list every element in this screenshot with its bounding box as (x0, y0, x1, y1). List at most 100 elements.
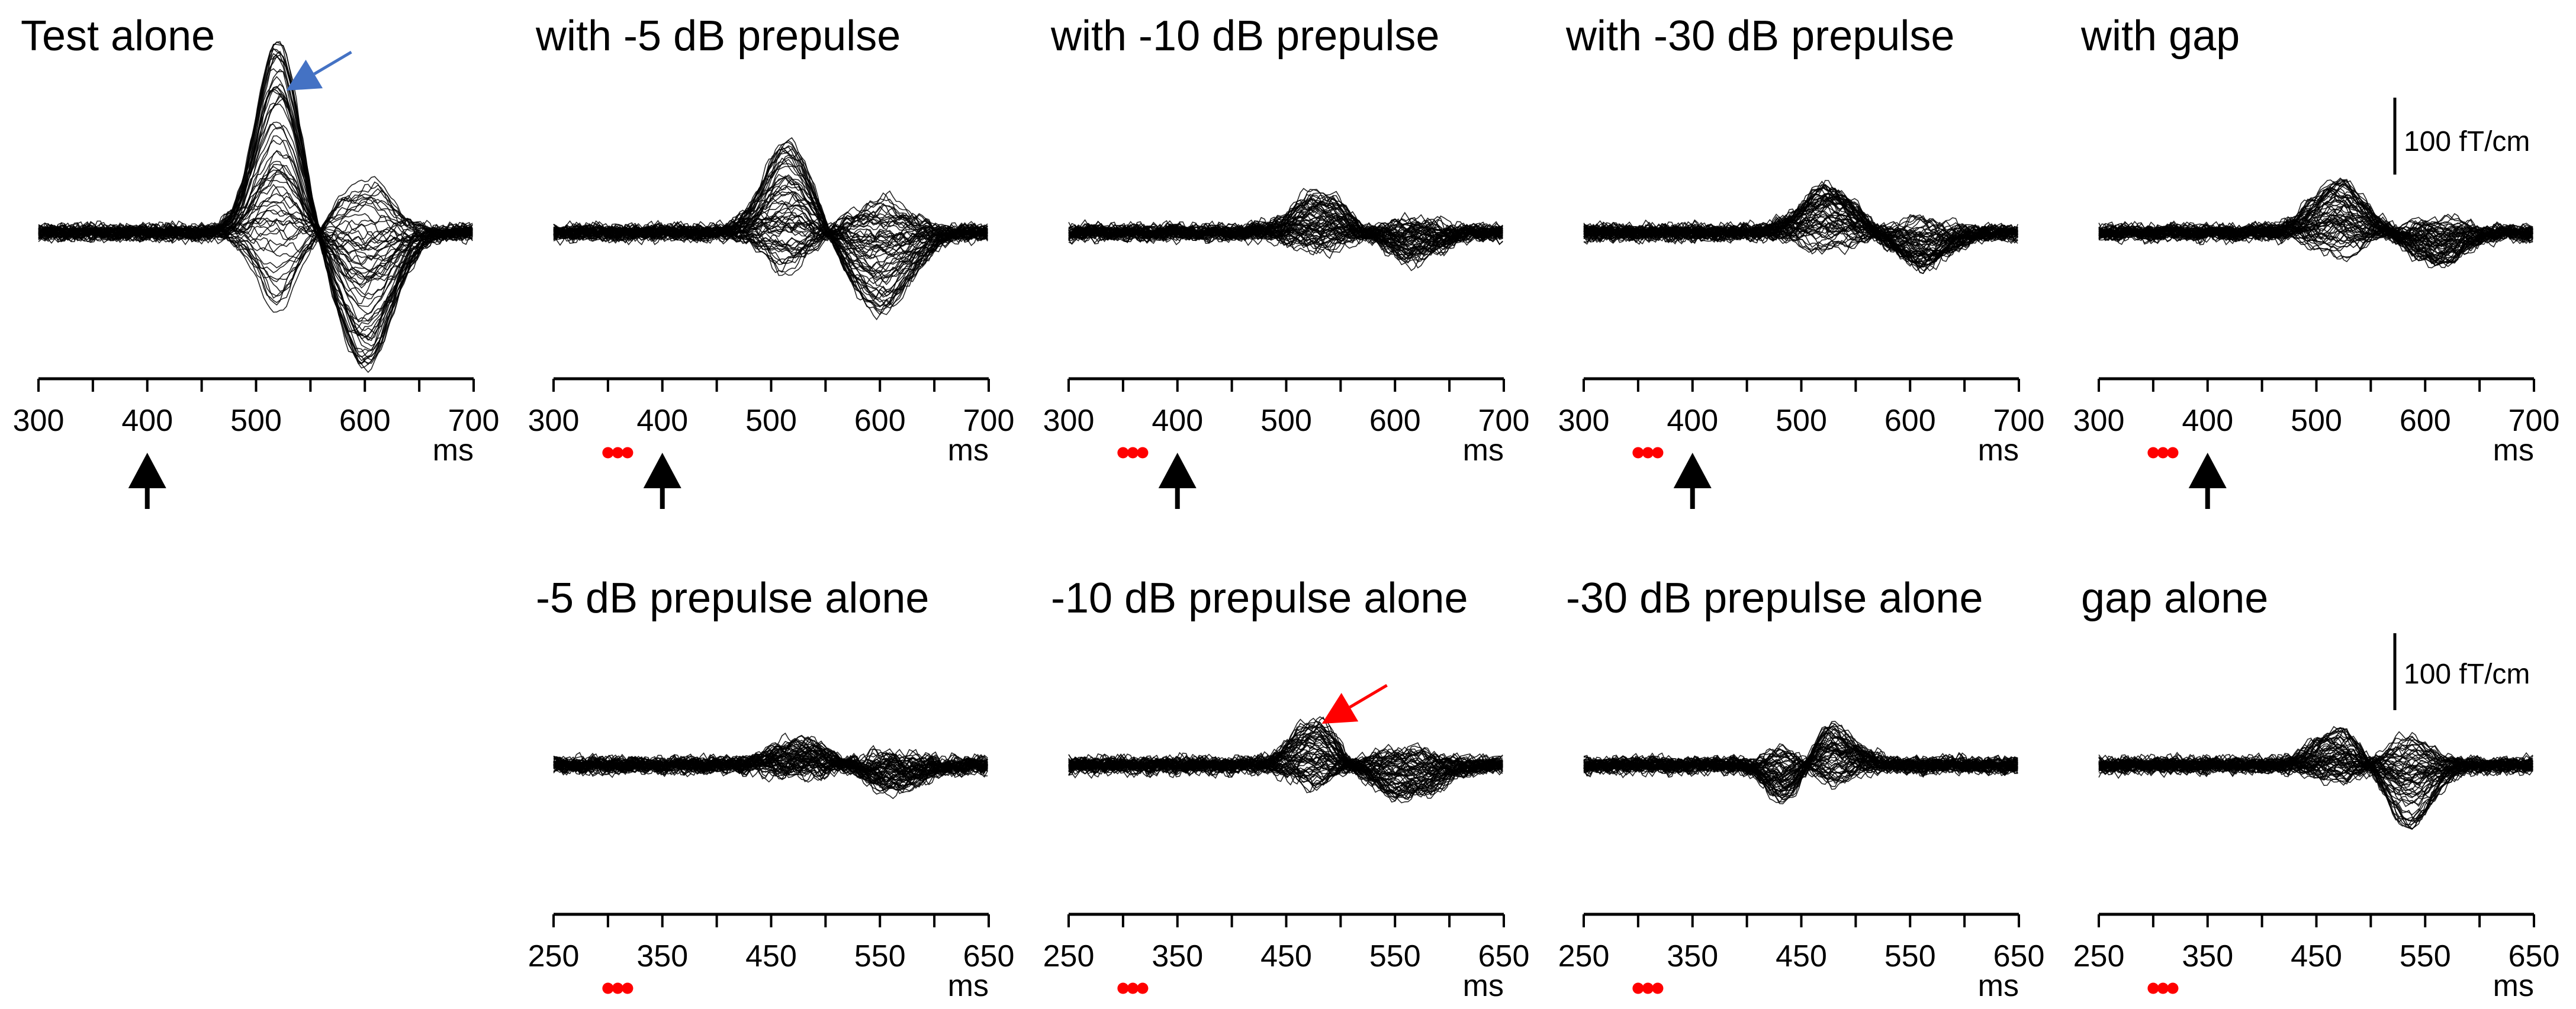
x-tick-label: 300 (1558, 404, 1610, 438)
prepulse-dot (602, 447, 614, 459)
x-tick-label: 600 (1369, 404, 1421, 438)
x-tick-label: 350 (1667, 939, 1718, 973)
trace-line (2098, 756, 2533, 775)
prepulse-dot (612, 982, 623, 994)
trace-line (553, 748, 988, 781)
x-tick-label: 450 (1776, 939, 1827, 973)
trace-line (38, 217, 473, 251)
x-tick-label: 350 (636, 939, 688, 973)
panel-title: with -30 dB prepulse (1565, 12, 1954, 60)
trace-line (1583, 214, 2018, 247)
trace-line (553, 752, 988, 781)
x-tick-label: 700 (963, 404, 1015, 438)
x-tick-label: 500 (1776, 404, 1827, 438)
prepulse-dot (2147, 447, 2159, 459)
prepulse-dot (2167, 982, 2179, 994)
x-tick-label: 550 (1884, 939, 1936, 973)
trace-line (1068, 748, 1503, 785)
trace-line (1068, 744, 1503, 786)
trace-line (1068, 750, 1503, 778)
trace-line (1068, 224, 1503, 240)
trace-line (1068, 212, 1503, 246)
x-tick-label: 700 (1478, 404, 1530, 438)
trace-line (1068, 716, 1503, 798)
trace-line (38, 139, 473, 304)
trace-line (553, 200, 988, 269)
trace-line (553, 752, 988, 780)
trace-line (1583, 748, 2018, 783)
panel-title: -5 dB prepulse alone (536, 575, 929, 622)
scale-bar-bottom: 100 fT/cm (2393, 633, 2530, 710)
test-stimulus-arrow-head (128, 453, 166, 488)
x-tick-label: 250 (528, 939, 580, 973)
x-unit-label: ms (1978, 433, 2019, 468)
panel-title: with -10 dB prepulse (1050, 12, 1439, 60)
x-tick-label: 700 (1993, 404, 2045, 438)
trace-line (1583, 749, 2018, 784)
annotation-arrow-head (1321, 692, 1359, 724)
trace-line (2098, 728, 2533, 830)
prepulse-dot (1137, 982, 1149, 994)
trace-group (553, 137, 988, 321)
test-stimulus-arrow-head (1673, 453, 1712, 488)
panel-title: Test alone (21, 12, 215, 60)
trace-line (2098, 736, 2533, 807)
test-stimulus-arrow-head (1158, 453, 1197, 488)
prepulse-dot (2157, 447, 2169, 459)
x-tick-label: 500 (1260, 404, 1312, 438)
panel-title: -10 dB prepulse alone (1051, 575, 1468, 622)
x-tick-label: 300 (528, 404, 580, 438)
x-tick-label: 400 (636, 404, 688, 438)
test-stimulus-arrow-head (2188, 453, 2227, 488)
trace-line (553, 173, 988, 285)
x-tick-label: 650 (1478, 939, 1530, 973)
trace-line (2098, 202, 2533, 255)
trace-line (1068, 224, 1503, 242)
prepulse-dot (2157, 982, 2169, 994)
trace-line (38, 199, 473, 282)
trace-line (553, 159, 988, 298)
x-unit-label: ms (948, 969, 989, 1003)
x-tick-label: 700 (448, 404, 500, 438)
x-unit-label: ms (1463, 969, 1504, 1003)
x-tick-label: 500 (2291, 404, 2342, 438)
x-tick-label: 400 (121, 404, 173, 438)
trace-group (1583, 720, 2018, 805)
trace-line (2098, 737, 2533, 804)
prepulse-dot (2167, 447, 2179, 459)
trace-line (38, 53, 473, 362)
x-tick-label: 650 (963, 939, 1015, 973)
trace-line (1583, 732, 2018, 792)
trace-line (1583, 213, 2018, 250)
x-tick-label: 550 (2400, 939, 2451, 973)
prepulse-dot (612, 447, 623, 459)
trace-group (1583, 180, 2018, 275)
trace-line (553, 205, 988, 264)
trace-line (553, 217, 988, 246)
prepulse-dot (1127, 982, 1139, 994)
x-tick-label: 250 (2073, 939, 2125, 973)
trace-line (1068, 188, 1503, 272)
x-tick-label: 650 (1993, 939, 2045, 973)
trace-line (1583, 211, 2018, 250)
trace-line (1068, 214, 1503, 247)
trace-line (553, 734, 988, 794)
prepulse-dot (1642, 447, 1654, 459)
x-tick-label: 600 (2400, 404, 2451, 438)
trace-group (553, 732, 988, 800)
x-tick-label: 250 (1043, 939, 1095, 973)
prepulse-dot (622, 447, 633, 459)
trace-line (38, 47, 473, 364)
trace-line (38, 54, 473, 359)
trace-line (1583, 204, 2018, 257)
test-stimulus-arrow-head (643, 453, 681, 488)
x-tick-label: 600 (854, 404, 906, 438)
x-tick-label: 550 (854, 939, 906, 973)
